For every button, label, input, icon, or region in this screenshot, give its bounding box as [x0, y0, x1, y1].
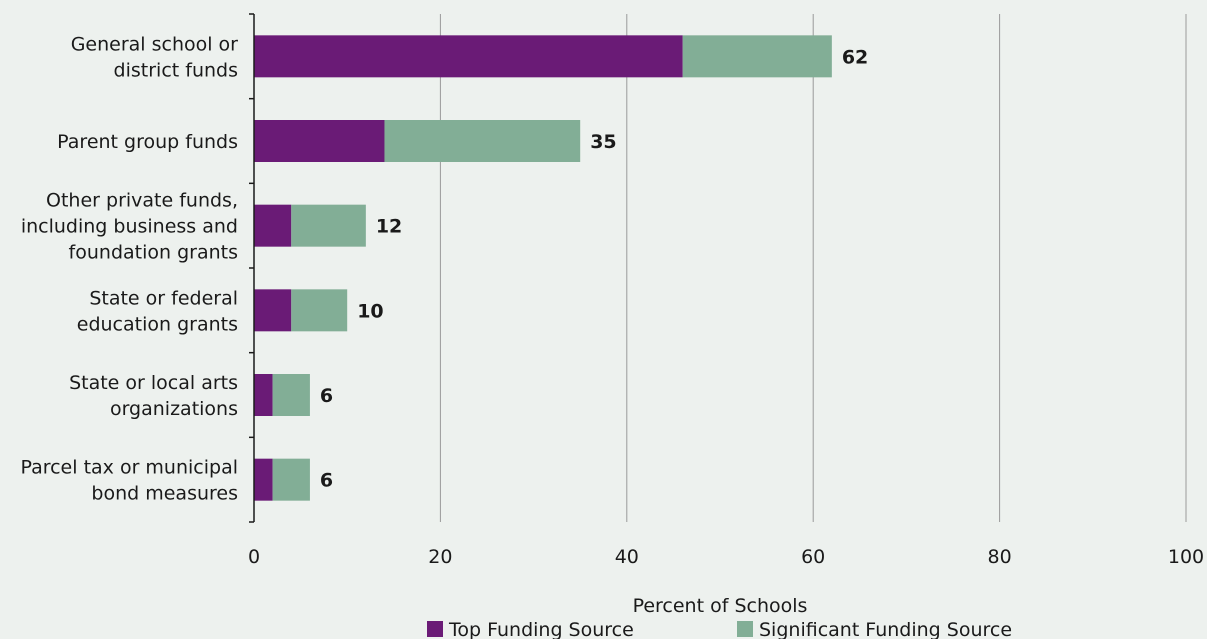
- legend-swatch-top: [427, 621, 443, 637]
- category-label-line: organizations: [110, 398, 238, 420]
- category-label-line: State or local arts: [69, 372, 238, 394]
- category-label-line: Parcel tax or municipal: [20, 457, 238, 479]
- data-label-5: 6: [320, 470, 333, 492]
- category-label-line: district funds: [114, 59, 238, 81]
- data-label-3: 10: [357, 300, 383, 322]
- category-label-line: including business and: [21, 216, 238, 238]
- bar-significant-3: [291, 289, 348, 332]
- category-label-1: Parent group funds: [57, 131, 238, 153]
- category-label-line: General school or: [71, 33, 238, 55]
- x-tick-label-20: 20: [428, 546, 452, 568]
- category-label-line: foundation grants: [69, 242, 238, 264]
- category-label-line: education grants: [77, 313, 238, 335]
- category-label-2: Other private funds, including business a…: [21, 190, 238, 264]
- bar-significant-4: [272, 374, 310, 416]
- bar-significant-1: [384, 120, 581, 162]
- category-label-line: State or federal: [89, 287, 238, 309]
- category-label-line: bond measures: [91, 483, 238, 505]
- category-label-4: State or local arts organizations: [69, 372, 238, 420]
- x-tick-label-80: 80: [988, 546, 1012, 568]
- legend-label-top: Top Funding Source: [448, 619, 634, 639]
- x-tick-label-60: 60: [801, 546, 825, 568]
- category-label-5: Parcel tax or municipal bond measures: [20, 457, 238, 505]
- category-label-3: State or federal education grants: [77, 287, 238, 335]
- bar-significant-2: [291, 204, 366, 247]
- category-label-line: Other private funds,: [46, 190, 238, 212]
- x-tick-label-100: 100: [1168, 546, 1204, 568]
- data-label-0: 62: [842, 46, 868, 68]
- bar-significant-5: [272, 458, 310, 501]
- bar-top-4: [254, 374, 273, 416]
- bar-significant-0: [682, 35, 832, 78]
- data-label-1: 35: [590, 131, 616, 153]
- data-label-2: 12: [376, 216, 402, 238]
- legend-label-significant: Significant Funding Source: [759, 619, 1012, 639]
- bar-top-1: [254, 120, 385, 162]
- legend-swatch-significant: [737, 621, 753, 637]
- x-axis-title: Percent of Schools: [633, 595, 808, 617]
- bar-top-3: [254, 289, 292, 332]
- bar-top-2: [254, 204, 292, 247]
- bar-top-0: [254, 35, 683, 78]
- category-label-line: Parent group funds: [57, 131, 238, 153]
- x-tick-label-0: 0: [248, 546, 260, 568]
- data-label-4: 6: [320, 385, 333, 407]
- category-label-0: General school or district funds: [71, 33, 238, 81]
- bar-top-5: [254, 458, 273, 501]
- x-tick-label-40: 40: [615, 546, 639, 568]
